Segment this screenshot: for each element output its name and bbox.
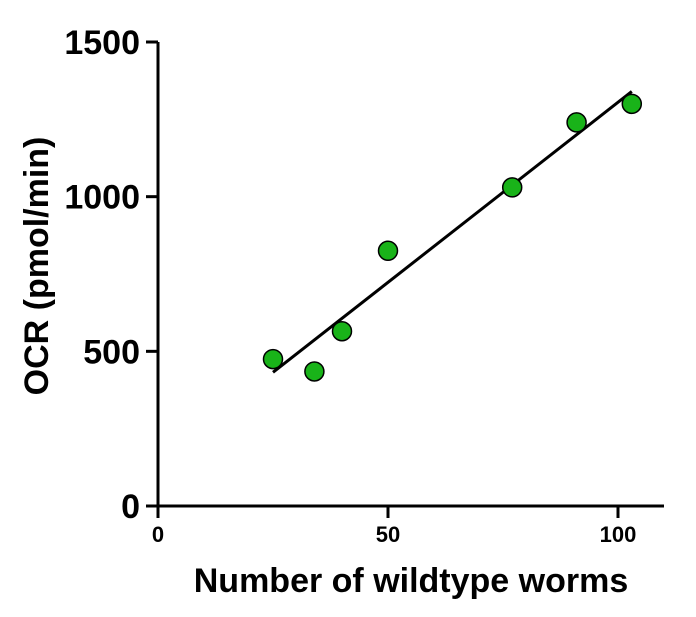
data-point xyxy=(501,177,523,198)
y-ticks: 0 500 1000 1500 xyxy=(64,24,158,526)
x-tick-label: 0 xyxy=(152,522,164,547)
data-point xyxy=(304,361,325,382)
x-ticks: 0 50 100 xyxy=(152,506,636,547)
fit-line-group xyxy=(272,90,633,374)
data-point xyxy=(621,93,643,115)
x-tick-label: 50 xyxy=(376,522,400,547)
data-point xyxy=(331,320,353,342)
y-tick-label: 0 xyxy=(121,488,140,526)
regression-line xyxy=(272,90,633,374)
axes xyxy=(156,42,664,508)
y-tick-label: 1000 xyxy=(64,179,140,217)
data-point xyxy=(262,348,284,370)
y-tick-label: 500 xyxy=(83,333,140,371)
data-point xyxy=(566,112,587,133)
x-axis-label: Number of wildtype worms xyxy=(194,562,629,600)
x-tick-label: 100 xyxy=(600,522,637,547)
data-points xyxy=(262,93,643,382)
y-tick-label: 1500 xyxy=(64,24,140,62)
y-axis-label: OCR (pmol/min) xyxy=(18,137,56,396)
data-point xyxy=(377,240,399,262)
